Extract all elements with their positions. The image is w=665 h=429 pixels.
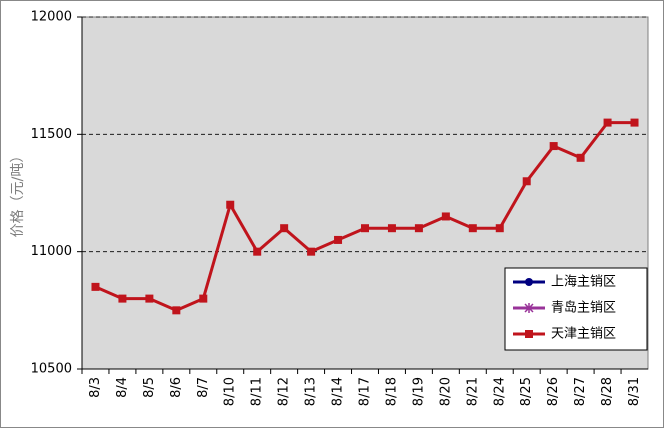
data-point	[91, 282, 100, 291]
x-tick-label: 8/14	[331, 377, 346, 406]
data-point	[495, 224, 504, 233]
data-point	[414, 224, 423, 233]
data-point	[226, 200, 235, 209]
data-point	[307, 247, 316, 256]
x-tick-label: 8/31	[627, 377, 642, 406]
legend-label: 天津主销区	[551, 327, 616, 342]
x-tick-label: 8/20	[438, 377, 453, 406]
y-tick-label: 11500	[31, 127, 72, 142]
x-tick-label: 8/28	[600, 377, 615, 406]
x-tick-label: 8/24	[492, 377, 507, 406]
data-point	[576, 153, 585, 162]
data-point	[145, 294, 154, 303]
data-point	[549, 142, 558, 151]
y-axis-label: 价格（元/吨）	[10, 149, 26, 238]
data-point	[334, 235, 343, 244]
x-tick-label: 8/19	[411, 377, 426, 406]
y-tick-label: 10500	[31, 362, 72, 377]
x-tick-label: 8/27	[573, 377, 588, 406]
data-point	[522, 177, 531, 186]
y-tick-label: 12000	[31, 10, 72, 25]
legend-marker	[525, 330, 533, 338]
data-point	[118, 294, 127, 303]
legend-marker	[525, 278, 533, 286]
y-tick-label: 11000	[31, 244, 72, 259]
data-point	[603, 118, 612, 127]
data-point	[630, 118, 639, 127]
data-point	[441, 212, 450, 221]
x-tick-label: 8/5	[142, 377, 157, 398]
x-tick-label: 8/4	[115, 377, 130, 398]
data-point	[199, 294, 208, 303]
data-point	[280, 224, 289, 233]
x-tick-label: 8/26	[546, 377, 561, 406]
x-tick-label: 8/25	[519, 377, 534, 406]
x-tick-label: 8/6	[169, 377, 184, 398]
data-point	[361, 224, 369, 233]
x-tick-label: 8/21	[465, 377, 480, 406]
data-point	[253, 247, 262, 256]
x-tick-label: 8/7	[196, 377, 211, 398]
legend-marker	[524, 303, 534, 313]
data-point	[468, 224, 477, 233]
x-tick-label: 8/3	[88, 377, 103, 398]
legend-label: 上海主销区	[551, 275, 616, 290]
data-point	[387, 224, 396, 233]
x-tick-label: 8/13	[304, 377, 319, 406]
x-tick-label: 8/17	[358, 377, 373, 406]
x-tick-label: 8/10	[223, 377, 238, 406]
legend-label: 青岛主销区	[551, 300, 616, 316]
x-tick-label: 8/12	[277, 377, 292, 406]
x-tick-label: 8/18	[384, 377, 399, 406]
x-tick-label: 8/11	[250, 377, 265, 406]
data-point	[172, 306, 181, 315]
